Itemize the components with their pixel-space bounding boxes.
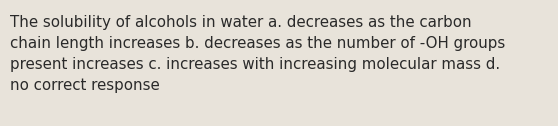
Text: The solubility of alcohols in water a. decreases as the carbon
chain length incr: The solubility of alcohols in water a. d… [10,15,506,93]
